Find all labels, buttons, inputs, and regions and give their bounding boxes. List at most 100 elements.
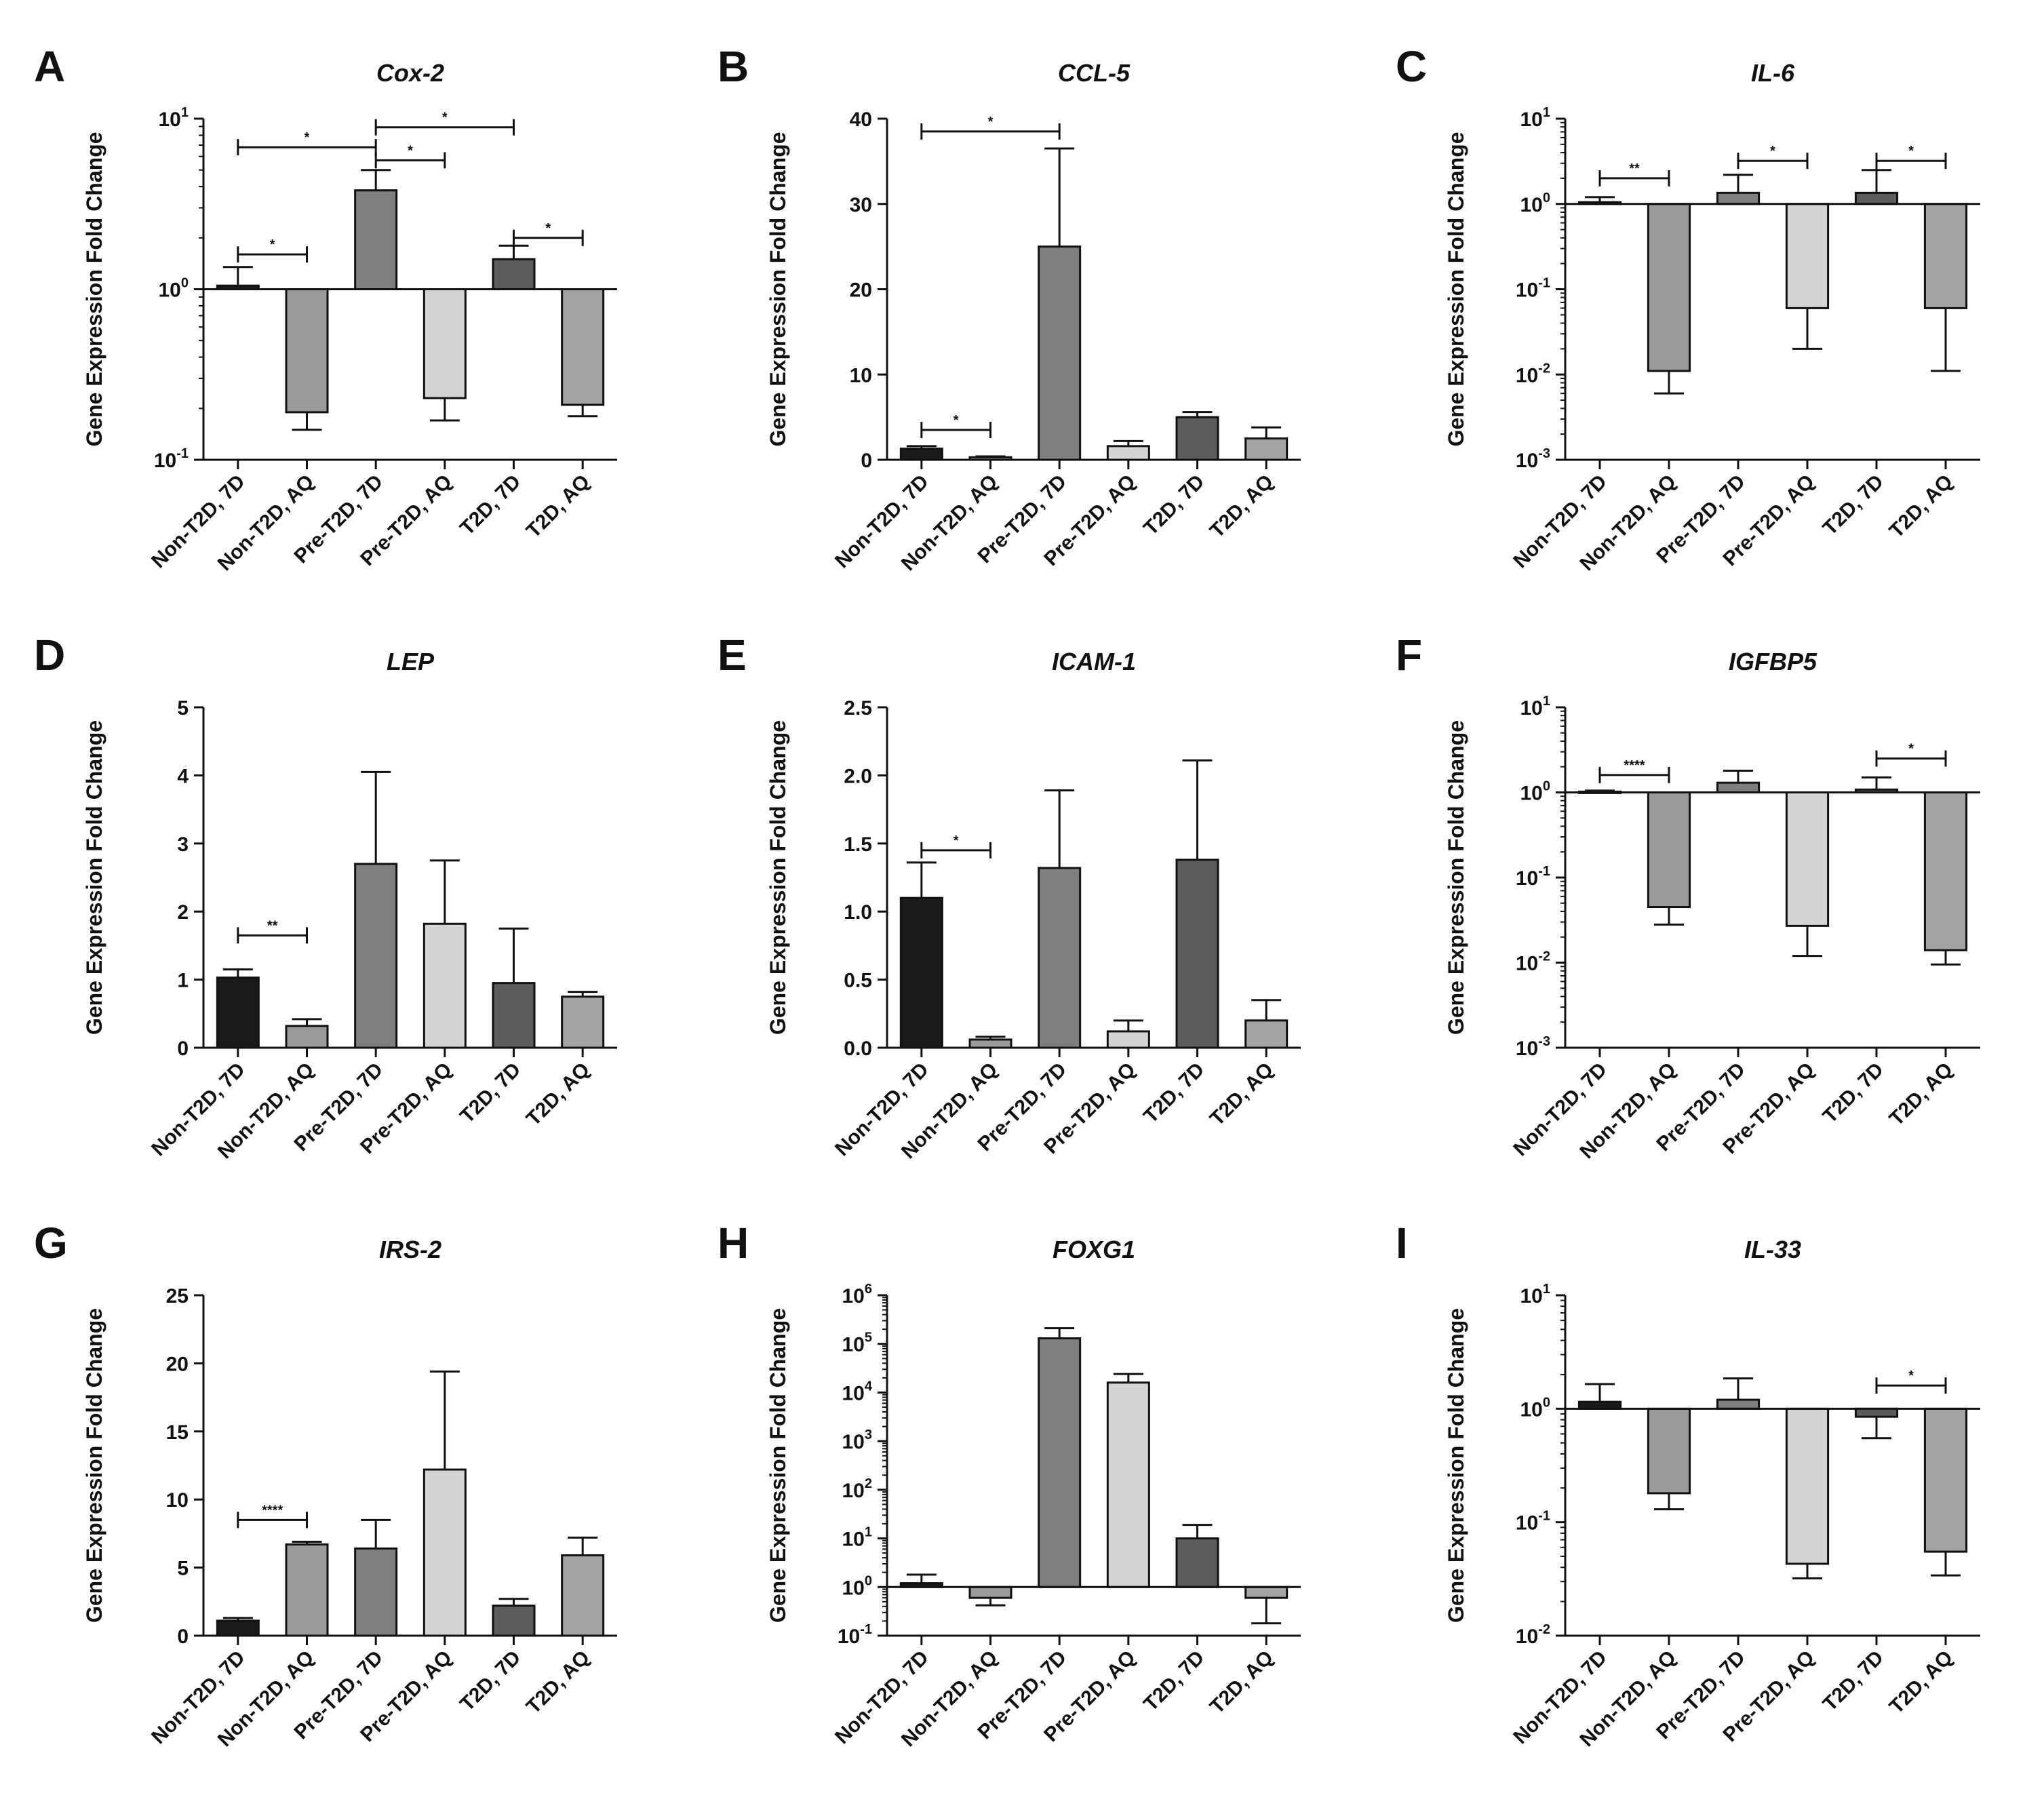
y-tick-label: 30 — [850, 194, 872, 216]
bar-4 — [422, 1468, 467, 1637]
y-tick-label: 101 — [1520, 1282, 1551, 1307]
y-tick-label: 4 — [177, 765, 189, 787]
y-tick-label: 0 — [861, 450, 872, 472]
chart-title: IGFBP5 — [1729, 648, 1817, 675]
bar-6 — [1244, 437, 1289, 461]
x-tick-label: T2D, AQ — [1206, 1647, 1278, 1718]
chart-panel-c: C IL-6 Gene Expression Fold Change 10-3 10-2… — [1396, 42, 1980, 575]
chart-title: ICAM-1 — [1052, 648, 1136, 675]
y-tick-label: 100 — [842, 1573, 873, 1599]
y-axis-label: Gene Expression Fold Change — [766, 720, 790, 1035]
bar-6 — [1244, 1019, 1289, 1049]
bar-6 — [1923, 1407, 1968, 1553]
significance-label: * — [545, 221, 551, 236]
chart-panel-g: G IRS-2 Gene Expression Fold Change 0 5 10 15 2… — [34, 1219, 617, 1751]
panel-letter: E — [718, 631, 747, 679]
bar-6 — [561, 996, 605, 1049]
bar-5 — [1854, 1407, 1899, 1418]
bar-2 — [1647, 203, 1691, 372]
bar-5 — [1175, 1537, 1219, 1588]
x-tick-label: T2D, 7D — [1819, 1059, 1888, 1128]
chart-title: IRS-2 — [379, 1236, 441, 1263]
bar-2 — [285, 1543, 329, 1637]
y-tick-label: 10-2 — [1516, 1622, 1550, 1648]
y-tick-label: 100 — [1520, 191, 1551, 216]
y-tick-label: 103 — [842, 1427, 873, 1453]
significance-label: * — [1908, 144, 1914, 159]
y-tick-label: 15 — [166, 1421, 189, 1444]
chart-title: Cox-2 — [376, 59, 444, 87]
significance-label: * — [442, 111, 448, 125]
y-tick-label: 3 — [177, 833, 189, 856]
y-tick-label: 101 — [1520, 694, 1551, 720]
bar-6 — [561, 1554, 605, 1637]
y-axis-label: Gene Expression Fold Change — [82, 720, 106, 1035]
x-tick-label: T2D, 7D — [456, 1059, 525, 1128]
y-tick-label: 10 — [166, 1489, 189, 1512]
panel-letter: B — [718, 42, 749, 91]
y-tick-label: 1.5 — [844, 833, 872, 856]
bar-6 — [1244, 1585, 1289, 1599]
significance-label: **** — [262, 1503, 283, 1518]
bar-3 — [1716, 781, 1761, 793]
y-tick-label: 20 — [166, 1353, 189, 1375]
significance-label: * — [954, 833, 959, 848]
panel-letter: I — [1396, 1219, 1408, 1267]
bar-5 — [492, 982, 536, 1049]
bar-2 — [1647, 1407, 1691, 1495]
significance-label: * — [1908, 1368, 1914, 1383]
bar-3 — [1716, 191, 1761, 205]
chart-panel-i: I IL-33 Gene Expression Fold Change 10-2 10-… — [1396, 1219, 1980, 1751]
x-tick-label: T2D, AQ — [522, 471, 594, 543]
x-tick-label: T2D, AQ — [522, 1059, 594, 1130]
chart-panel-e: E ICAM-1 Gene Expression Fold Change 0.0 0.5… — [718, 631, 1301, 1163]
chart-title: CCL-5 — [1058, 59, 1131, 87]
y-tick-label: 106 — [842, 1282, 873, 1307]
y-tick-label: 0.0 — [844, 1038, 872, 1060]
chart-panel-f: F IGFBP5 Gene Expression Fold Change 10-3 10… — [1396, 631, 1980, 1163]
bar-2 — [285, 288, 329, 414]
y-tick-label: 5 — [177, 1558, 189, 1580]
y-tick-label: 1.0 — [844, 901, 872, 924]
bar-3 — [354, 1547, 398, 1637]
bar-4 — [1106, 445, 1150, 461]
y-axis-label: Gene Expression Fold Change — [82, 1308, 106, 1623]
y-axis-label: Gene Expression Fold Change — [82, 132, 106, 446]
y-tick-label: 2.5 — [844, 697, 872, 720]
chart-title: FOXG1 — [1053, 1236, 1135, 1263]
y-tick-label: 0.5 — [844, 970, 872, 992]
panel-letter: F — [1396, 631, 1422, 679]
bar-5 — [1175, 416, 1219, 461]
significance-label: ** — [1629, 161, 1640, 176]
bar-4 — [1785, 791, 1830, 927]
y-axis-label: Gene Expression Fold Change — [1444, 1308, 1468, 1623]
y-tick-label: 100 — [1520, 1395, 1551, 1421]
chart-panel-a: A Cox-2 Gene Expression Fold Change 10-1 100… — [34, 42, 617, 575]
bar-4 — [1106, 1030, 1150, 1049]
panel-letter: H — [718, 1219, 749, 1267]
significance-label: * — [304, 130, 310, 145]
bar-3 — [1038, 867, 1082, 1049]
bar-2 — [1647, 791, 1691, 909]
bar-1 — [216, 1619, 260, 1637]
chart-panel-b: B CCL-5 Gene Expression Fold Change 0 10 20 30… — [718, 42, 1301, 575]
panel-letter: D — [34, 631, 65, 679]
y-tick-label: 100 — [159, 276, 189, 302]
y-axis-label: Gene Expression Fold Change — [1444, 720, 1468, 1035]
panel-letter: A — [34, 42, 65, 91]
x-tick-label: T2D, AQ — [1885, 1059, 1957, 1130]
significance-label: * — [270, 237, 275, 252]
y-tick-label: 101 — [159, 105, 189, 131]
bar-3 — [1716, 1398, 1761, 1410]
bar-3 — [354, 189, 398, 290]
bar-2 — [968, 1585, 1013, 1599]
y-tick-label: 0 — [177, 1038, 189, 1060]
y-tick-label: 5 — [177, 697, 189, 720]
significance-label: * — [988, 115, 994, 130]
significance-label: ** — [267, 918, 278, 933]
y-tick-label: 40 — [850, 109, 872, 131]
x-tick-label: T2D, 7D — [456, 1647, 525, 1716]
y-tick-label: 10-1 — [1516, 864, 1550, 890]
